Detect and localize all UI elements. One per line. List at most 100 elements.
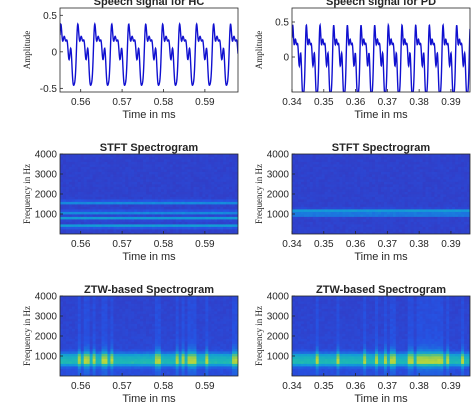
hc-ztw-cell <box>131 349 134 352</box>
hc-ztw-cell <box>110 371 113 374</box>
pd-stft-cell <box>339 192 342 195</box>
hc-signal-xtick-label: 0.57 <box>112 97 132 108</box>
pd-stft-cell <box>366 214 369 217</box>
pd-stft-cell <box>328 214 331 217</box>
hc-stft-cell <box>205 162 208 165</box>
pd-stft-cell <box>431 197 434 200</box>
hc-stft-cell <box>84 224 87 227</box>
hc-stft-cell <box>191 217 194 220</box>
pd-stft-cell <box>387 189 390 192</box>
hc-stft-cell <box>75 209 78 212</box>
pd-stft-cell <box>381 187 384 190</box>
hc-stft-cell <box>170 167 173 170</box>
pd-stft-cell <box>292 157 295 160</box>
pd-stft-cell <box>414 164 417 167</box>
hc-ztw-cell <box>113 356 116 359</box>
hc-stft-cell <box>194 182 197 185</box>
hc-stft-cell <box>208 214 211 217</box>
pd-stft-cell <box>331 204 334 207</box>
pd-stft-cell <box>339 189 342 192</box>
hc-stft-cell <box>146 167 149 170</box>
pd-stft-cell <box>325 164 328 167</box>
pd-stft-cell <box>378 227 381 230</box>
hc-stft-cell <box>122 194 125 197</box>
pd-stft-cell <box>357 167 360 170</box>
hc-stft-cell <box>173 212 176 215</box>
hc-stft-cell <box>122 164 125 167</box>
hc-ztw-cell <box>134 309 137 312</box>
hc-stft-cell <box>208 207 211 210</box>
pd-stft-cell <box>337 164 340 167</box>
pd-stft-cell <box>310 177 313 180</box>
pd-stft-cell <box>393 217 396 220</box>
hc-ztw-cell <box>63 349 66 352</box>
pd-stft-cell <box>393 194 396 197</box>
pd-stft-cell <box>440 157 443 160</box>
hc-stft-cell <box>125 227 128 230</box>
hc-ztw-cell <box>93 306 96 309</box>
pd-stft-cell <box>363 174 366 177</box>
hc-stft-cell <box>60 224 63 227</box>
hc-stft-cell <box>63 169 66 172</box>
hc-ztw-cell <box>75 296 78 299</box>
hc-ztw-cell <box>84 339 87 342</box>
pd-stft-cell <box>417 172 420 175</box>
hc-stft-cell <box>75 229 78 232</box>
hc-ztw-cell <box>105 339 108 342</box>
hc-stft-cell <box>182 159 185 162</box>
hc-stft-cell <box>90 214 93 217</box>
hc-ztw-cell <box>122 299 125 302</box>
hc-stft-cell <box>75 207 78 210</box>
hc-ztw-cell <box>93 319 96 322</box>
hc-stft-cell <box>149 192 152 195</box>
hc-stft-cell <box>78 187 81 190</box>
hc-stft-cell <box>143 224 146 227</box>
hc-ztw-cell <box>90 319 93 322</box>
pd-stft-cell <box>310 197 313 200</box>
hc-ztw-cell <box>122 326 125 329</box>
hc-stft-cell <box>87 177 90 180</box>
hc-stft-cell <box>131 229 134 232</box>
hc-ztw-cell <box>93 351 96 354</box>
hc-ztw-cell <box>155 369 158 372</box>
pd-stft-cell <box>414 169 417 172</box>
pd-stft-cell <box>372 187 375 190</box>
hc-stft-cell <box>232 197 235 200</box>
hc-stft-cell <box>60 157 63 160</box>
hc-stft-cell <box>69 187 72 190</box>
hc-stft-cell <box>134 177 137 180</box>
hc-stft-cell <box>60 164 63 167</box>
pd-stft-cell <box>369 204 372 207</box>
hc-ztw-cell <box>90 366 93 369</box>
hc-stft-cell <box>211 224 214 227</box>
hc-stft-cell <box>205 167 208 170</box>
hc-stft-cell <box>226 219 229 222</box>
hc-ztw-cell <box>99 371 102 374</box>
hc-stft-cell <box>60 194 63 197</box>
hc-stft-cell <box>78 227 81 230</box>
hc-stft-cell <box>60 229 63 232</box>
hc-stft-cell <box>226 227 229 230</box>
pd-stft-cell <box>414 204 417 207</box>
hc-stft-cell <box>179 202 182 205</box>
hc-stft-cell <box>116 229 119 232</box>
hc-ztw-cell <box>60 344 63 347</box>
pd-stft-cell <box>369 212 372 215</box>
hc-stft-cell <box>179 159 182 162</box>
hc-stft-cell <box>185 227 188 230</box>
pd-stft-cell <box>348 179 351 182</box>
hc-ztw-cell <box>110 304 113 307</box>
hc-stft-cell <box>185 182 188 185</box>
hc-stft-cell <box>229 174 232 177</box>
hc-stft-cell <box>140 187 143 190</box>
hc-stft-cell <box>191 157 194 160</box>
pd-stft-cell <box>316 207 319 210</box>
hc-ztw-cell <box>78 301 81 304</box>
pd-stft-cell <box>301 169 304 172</box>
pd-stft-cell <box>331 224 334 227</box>
hc-ztw-cell <box>81 359 84 362</box>
hc-stft-cell <box>149 174 152 177</box>
pd-stft-cell <box>437 157 440 160</box>
hc-stft-cell <box>72 212 75 215</box>
hc-stft-cell <box>102 214 105 217</box>
